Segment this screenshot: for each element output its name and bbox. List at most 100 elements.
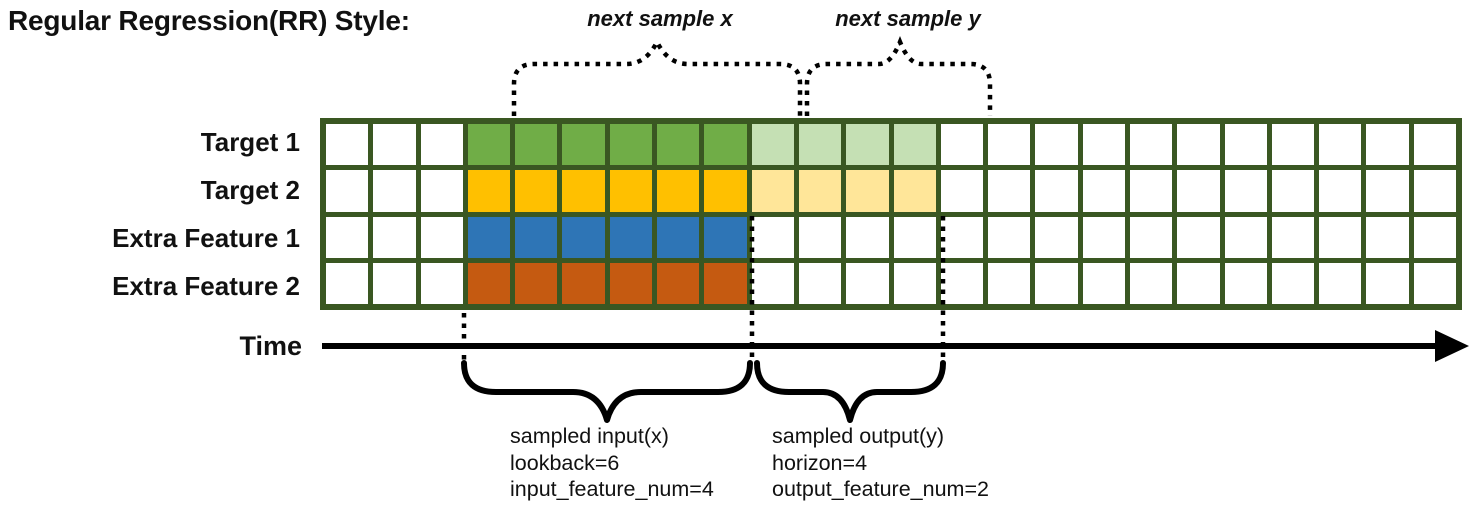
grid-cell (1319, 262, 1362, 304)
grid-cell (1224, 262, 1267, 304)
grid-cell (1129, 216, 1173, 258)
grid-cell (751, 216, 794, 258)
grid-cell (798, 124, 842, 166)
grid-cell (1413, 170, 1456, 212)
grid-cell (467, 262, 511, 304)
grid-cell (1319, 216, 1362, 258)
grid-cell (1177, 124, 1220, 166)
grid-cell (515, 262, 558, 304)
grid-cell (846, 170, 889, 212)
grid-cell (1271, 124, 1315, 166)
row-label-target-2: Target 2 (200, 174, 300, 205)
grid-cell (988, 216, 1031, 258)
grid-cell (657, 124, 700, 166)
grid-cell (940, 124, 984, 166)
grid-cell (467, 170, 511, 212)
grid-cell (798, 262, 842, 304)
grid-cell (515, 170, 558, 212)
time-axis-label: Time (239, 331, 302, 361)
grid-cell (1413, 124, 1456, 166)
grid-cell (1177, 216, 1220, 258)
grid-cell (1366, 216, 1409, 258)
grid-cell (1082, 262, 1125, 304)
grid-cell (751, 124, 794, 166)
grid-cell (1224, 170, 1267, 212)
grid-cell (1177, 170, 1220, 212)
grid-cell (704, 216, 747, 258)
grid-cell (751, 170, 794, 212)
grid-cell (467, 216, 511, 258)
grid-cell (1082, 124, 1125, 166)
sampled-output-brace (754, 360, 946, 423)
grid-cell (657, 170, 700, 212)
grid-cell (1224, 216, 1267, 258)
grid-cell (420, 124, 463, 166)
grid-cell (1366, 262, 1409, 304)
grid-cell (704, 124, 747, 166)
grid-cell (657, 216, 700, 258)
grid-cell (1035, 262, 1078, 304)
grid-cell (846, 216, 889, 258)
grid-cell (467, 124, 511, 166)
grid-cell (704, 170, 747, 212)
grid-cell (562, 216, 605, 258)
lookback-line: lookback=6 (510, 450, 620, 475)
grid-cell (326, 124, 369, 166)
grid-cell (1319, 124, 1362, 166)
input-feature-line: input_feature_num=4 (510, 477, 714, 501)
grid-cell (1129, 124, 1173, 166)
page-title: Regular Regression(RR) Style: (8, 5, 410, 36)
grid-cell (373, 216, 416, 258)
next-sample-y-brace (804, 36, 993, 116)
grid-cell (893, 124, 936, 166)
grid-cell (373, 170, 416, 212)
grid-cell (1035, 124, 1078, 166)
grid-cell (373, 124, 416, 166)
grid-cell (326, 216, 369, 258)
grid-cell (609, 170, 653, 212)
grid-cell (1129, 262, 1173, 304)
grid-cell (609, 262, 653, 304)
grid-cell (988, 124, 1031, 166)
row-label-target-1: Target 1 (200, 126, 300, 157)
sampled-input-annotation: sampled input(x) lookback=6 input_featur… (510, 423, 714, 503)
grid-cell (1177, 262, 1220, 304)
grid-cell (420, 170, 463, 212)
grid-cell (1413, 262, 1456, 304)
grid-cell (798, 170, 842, 212)
grid-cell (893, 216, 936, 258)
grid-cell (373, 262, 416, 304)
row-label-extra-feature-2: Extra Feature 2 (112, 270, 300, 301)
grid-cell (846, 124, 889, 166)
grid-cell (1366, 170, 1409, 212)
grid-cell (1319, 170, 1362, 212)
sampled-input-brace (461, 360, 753, 423)
grid-cell (1082, 216, 1125, 258)
grid-cell (562, 170, 605, 212)
grid-cell (1035, 170, 1078, 212)
grid-cell (1129, 170, 1173, 212)
sampled-output-line: sampled output(y) (772, 424, 945, 448)
grid-cell (988, 262, 1031, 304)
grid-cell (1271, 216, 1315, 258)
grid-cell (326, 170, 369, 212)
grid-cell (988, 170, 1031, 212)
grid-cell (326, 262, 369, 304)
output-feature-line: output_feature_num=2 (772, 477, 989, 501)
grid-cell (704, 262, 747, 304)
grid-cell (515, 124, 558, 166)
sample-grid (320, 118, 1462, 310)
grid-cell (940, 262, 984, 304)
grid-cell (1082, 170, 1125, 212)
next-sample-x-label: next sample x (587, 6, 733, 31)
grid-cell (562, 262, 605, 304)
grid-cell (420, 216, 463, 258)
sampled-output-annotation: sampled output(y) horizon=4 output_featu… (772, 423, 989, 503)
grid-cell (1271, 262, 1315, 304)
grid-cell (940, 216, 984, 258)
grid-cell (562, 124, 605, 166)
grid-cell (657, 262, 700, 304)
row-labels: Target 1 Target 2 Extra Feature 1 Extra Fea… (0, 118, 310, 310)
grid-cell (1271, 170, 1315, 212)
